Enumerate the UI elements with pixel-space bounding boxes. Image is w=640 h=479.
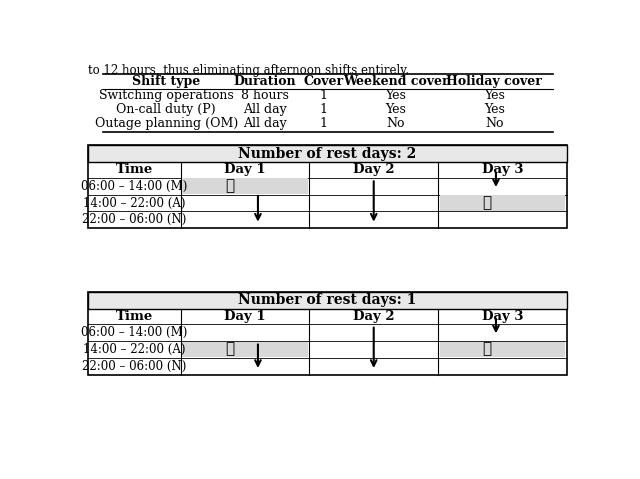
Text: All day: All day — [243, 117, 287, 130]
Bar — [182, 342, 308, 357]
Text: Day 2: Day 2 — [353, 163, 394, 176]
Text: Day 3: Day 3 — [482, 163, 523, 176]
Text: Outage planning (OM): Outage planning (OM) — [95, 117, 238, 130]
Text: Yes: Yes — [385, 103, 406, 116]
Text: All day: All day — [243, 103, 287, 116]
Text: Yes: Yes — [484, 90, 505, 103]
Text: On-call duty (P): On-call duty (P) — [116, 103, 216, 116]
Text: 14:00 – 22:00 (A): 14:00 – 22:00 (A) — [83, 196, 186, 209]
Bar — [88, 292, 566, 375]
Text: Yes: Yes — [385, 90, 406, 103]
Text: Number of rest days: 1: Number of rest days: 1 — [238, 293, 417, 307]
Bar — [440, 342, 565, 357]
Text: to 12 hours, thus eliminating afternoon shifts entirely.: to 12 hours, thus eliminating afternoon … — [88, 64, 409, 78]
Bar — [182, 178, 308, 194]
Text: Cover: Cover — [303, 75, 344, 88]
Text: No: No — [485, 117, 504, 130]
Text: Number of rest days: 2: Number of rest days: 2 — [238, 147, 417, 161]
Text: 22:00 – 06:00 (N): 22:00 – 06:00 (N) — [82, 214, 186, 227]
Text: ✓: ✓ — [225, 179, 234, 193]
Text: 22:00 – 06:00 (N): 22:00 – 06:00 (N) — [82, 360, 186, 373]
Text: Day 3: Day 3 — [482, 310, 523, 323]
Text: No: No — [386, 117, 404, 130]
Text: Time: Time — [116, 310, 153, 323]
Text: 1: 1 — [319, 90, 328, 103]
Text: ✓: ✓ — [483, 342, 492, 356]
Text: Weekend cover: Weekend cover — [342, 75, 448, 88]
Text: 8 hours: 8 hours — [241, 90, 289, 103]
Text: Day 2: Day 2 — [353, 310, 394, 323]
Text: Yes: Yes — [484, 103, 505, 116]
Bar — [88, 145, 566, 162]
Text: 06:00 – 14:00 (M): 06:00 – 14:00 (M) — [81, 180, 188, 193]
Text: 1: 1 — [319, 103, 328, 116]
Text: 14:00 – 22:00 (A): 14:00 – 22:00 (A) — [83, 343, 186, 356]
Text: Holiday cover: Holiday cover — [446, 75, 542, 88]
Text: Switching operations: Switching operations — [99, 90, 234, 103]
Text: Duration: Duration — [234, 75, 296, 88]
Bar — [440, 195, 565, 211]
Text: ✓: ✓ — [225, 342, 234, 356]
Text: 06:00 – 14:00 (M): 06:00 – 14:00 (M) — [81, 326, 188, 339]
Bar — [88, 292, 566, 308]
Text: Day 1: Day 1 — [224, 310, 266, 323]
Text: 1: 1 — [319, 117, 328, 130]
Text: Day 1: Day 1 — [224, 163, 266, 176]
Text: ✓: ✓ — [483, 196, 492, 210]
Bar — [88, 145, 566, 228]
Text: Time: Time — [116, 163, 153, 176]
Text: Shift type: Shift type — [132, 75, 200, 88]
